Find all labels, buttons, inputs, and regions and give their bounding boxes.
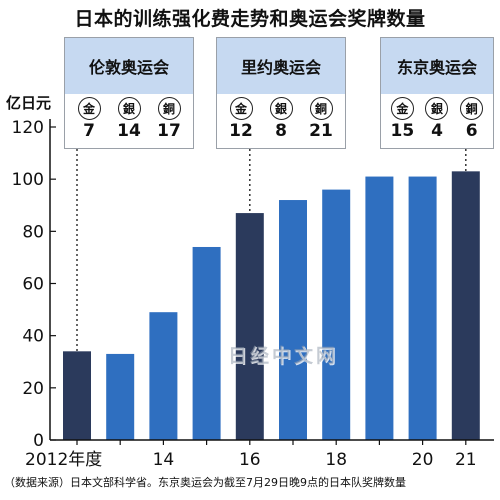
- y-axis-unit: 亿日元: [6, 94, 52, 112]
- x-tick-label: 18: [325, 450, 347, 470]
- medal-count: 8: [275, 121, 287, 141]
- y-tick-label: 20: [22, 379, 44, 399]
- medal-count: 7: [83, 121, 95, 141]
- medal-count: 6: [465, 121, 478, 141]
- gold-medal-icon: 金: [77, 97, 101, 120]
- medal-count: 15: [390, 121, 415, 141]
- medal-bronze: 銅 6: [455, 97, 489, 142]
- watermark: 日经中文网: [228, 345, 339, 367]
- y-tick-label: 40: [22, 327, 44, 347]
- medal-count: 12: [229, 121, 253, 141]
- axes: [49, 119, 494, 445]
- panel-rio: 里约奥运会 金 12 銀 8 銅 21: [216, 37, 346, 149]
- y-tick-label: 60: [22, 275, 44, 295]
- y-tick-label: 80: [22, 222, 44, 242]
- silver-medal-icon: 銀: [425, 97, 449, 120]
- gold-medal-icon: 金: [229, 97, 253, 120]
- panel-title: 里约奥运会: [217, 38, 345, 94]
- panel-title: 伦敦奥运会: [65, 38, 193, 94]
- panel-title: 东京奥运会: [381, 38, 493, 94]
- medal-gold: 金 12: [224, 97, 258, 142]
- bar-2012: [63, 351, 91, 440]
- y-tick-labels: 0 20 40 60 80 100 120: [12, 118, 44, 451]
- x-tick-labels: 2012年度 14 16 18 20 21: [25, 450, 477, 470]
- medal-silver: 銀 8: [264, 97, 298, 142]
- x-tick-label: 2012年度: [25, 450, 102, 470]
- medal-count: 21: [309, 121, 333, 141]
- medal-silver: 銀 14: [112, 97, 146, 142]
- medal-count: 17: [157, 121, 181, 141]
- bar-2016: [235, 213, 264, 440]
- panel-london: 伦敦奥运会 金 7 銀 14 銅 17: [64, 37, 194, 149]
- x-tick-label: 14: [153, 450, 175, 470]
- bars: [63, 171, 480, 440]
- connector-lines: [76, 149, 467, 352]
- medal-bronze: 銅 21: [304, 97, 338, 142]
- bronze-medal-icon: 銅: [157, 97, 181, 120]
- medal-count: 4: [431, 121, 443, 141]
- medal-silver: 銀 4: [420, 97, 454, 142]
- chart-title: 日本的训练强化费走势和奥运会奖牌数量: [74, 8, 426, 30]
- bar-2014: [149, 312, 178, 440]
- bar-2020: [408, 176, 437, 440]
- panel-tokyo: 东京奥运会 金 15 銀 4 銅 6: [380, 37, 494, 149]
- silver-medal-icon: 銀: [269, 97, 293, 120]
- y-tick-label: 100: [12, 170, 44, 190]
- medal-count: 14: [117, 121, 141, 141]
- bronze-medal-icon: 銅: [309, 97, 333, 120]
- medal-bronze: 銅 17: [152, 97, 186, 142]
- bar-2015: [192, 246, 221, 440]
- x-tick-label: 20: [412, 450, 434, 470]
- bar-2013: [106, 353, 135, 440]
- y-tick-label: 0: [33, 431, 44, 451]
- bronze-medal-icon: 銅: [460, 97, 484, 120]
- gold-medal-icon: 金: [390, 97, 414, 120]
- x-tick-label: 21: [455, 450, 477, 470]
- source-note: （数据来源）日本文部科学省。东京奥运会为截至7月29日晚9点的日本队奖牌数量: [4, 476, 406, 489]
- y-tick-label: 120: [12, 118, 44, 138]
- bar-2021: [451, 171, 480, 440]
- medal-gold: 金 15: [385, 97, 419, 142]
- bar-2018: [322, 189, 351, 440]
- silver-medal-icon: 銀: [117, 97, 141, 120]
- bar-2017: [279, 200, 307, 440]
- x-tick-label: 16: [239, 450, 261, 470]
- bar-2019: [365, 176, 394, 440]
- medal-gold: 金 7: [72, 97, 106, 142]
